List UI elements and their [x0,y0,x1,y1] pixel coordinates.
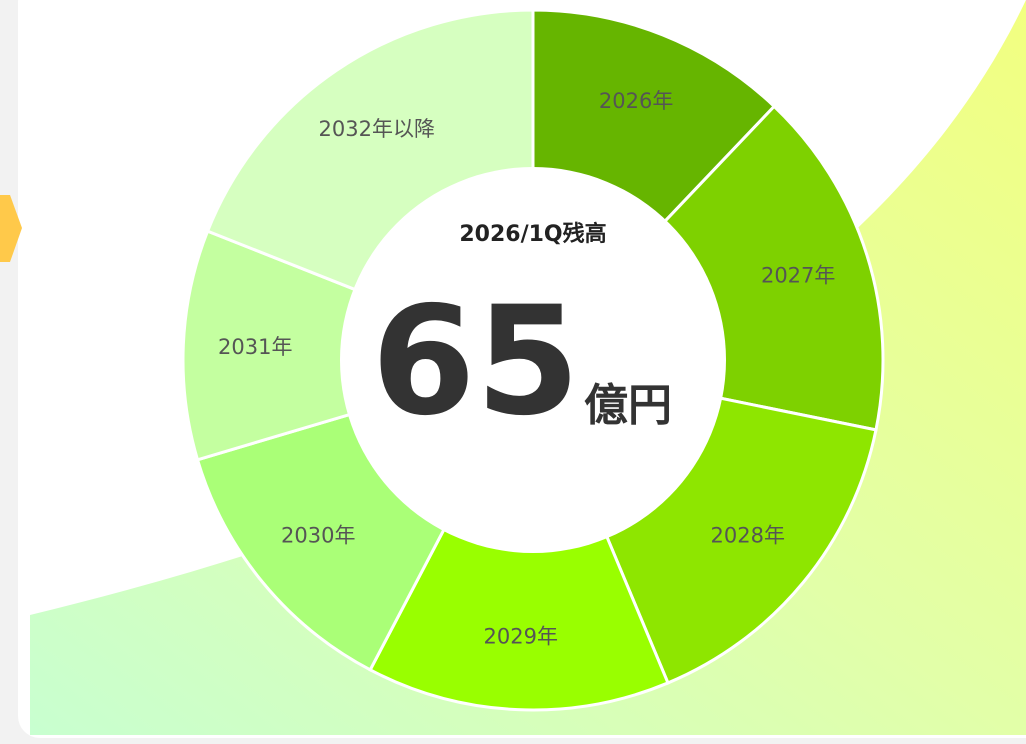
segment-label: 2027年 [761,264,835,288]
center-label: 2026/1Q残高 [459,221,606,247]
total-unit: 億円 [584,380,672,431]
segment-label: 2029年 [484,625,558,649]
nav-arrow [0,195,22,262]
segment-label: 2032年以降 [319,117,435,141]
total-value: 65 [371,275,580,449]
donut: 2026年 2027年 2028年 2029年 2030年 2031年 2032年以降 [181,8,885,712]
segment-label: 2030年 [281,524,355,548]
segment-label: 2031年 [218,335,292,359]
segment-label: 2028年 [711,524,785,548]
donut-hole [340,167,726,553]
segment-label: 2026年 [599,89,673,113]
